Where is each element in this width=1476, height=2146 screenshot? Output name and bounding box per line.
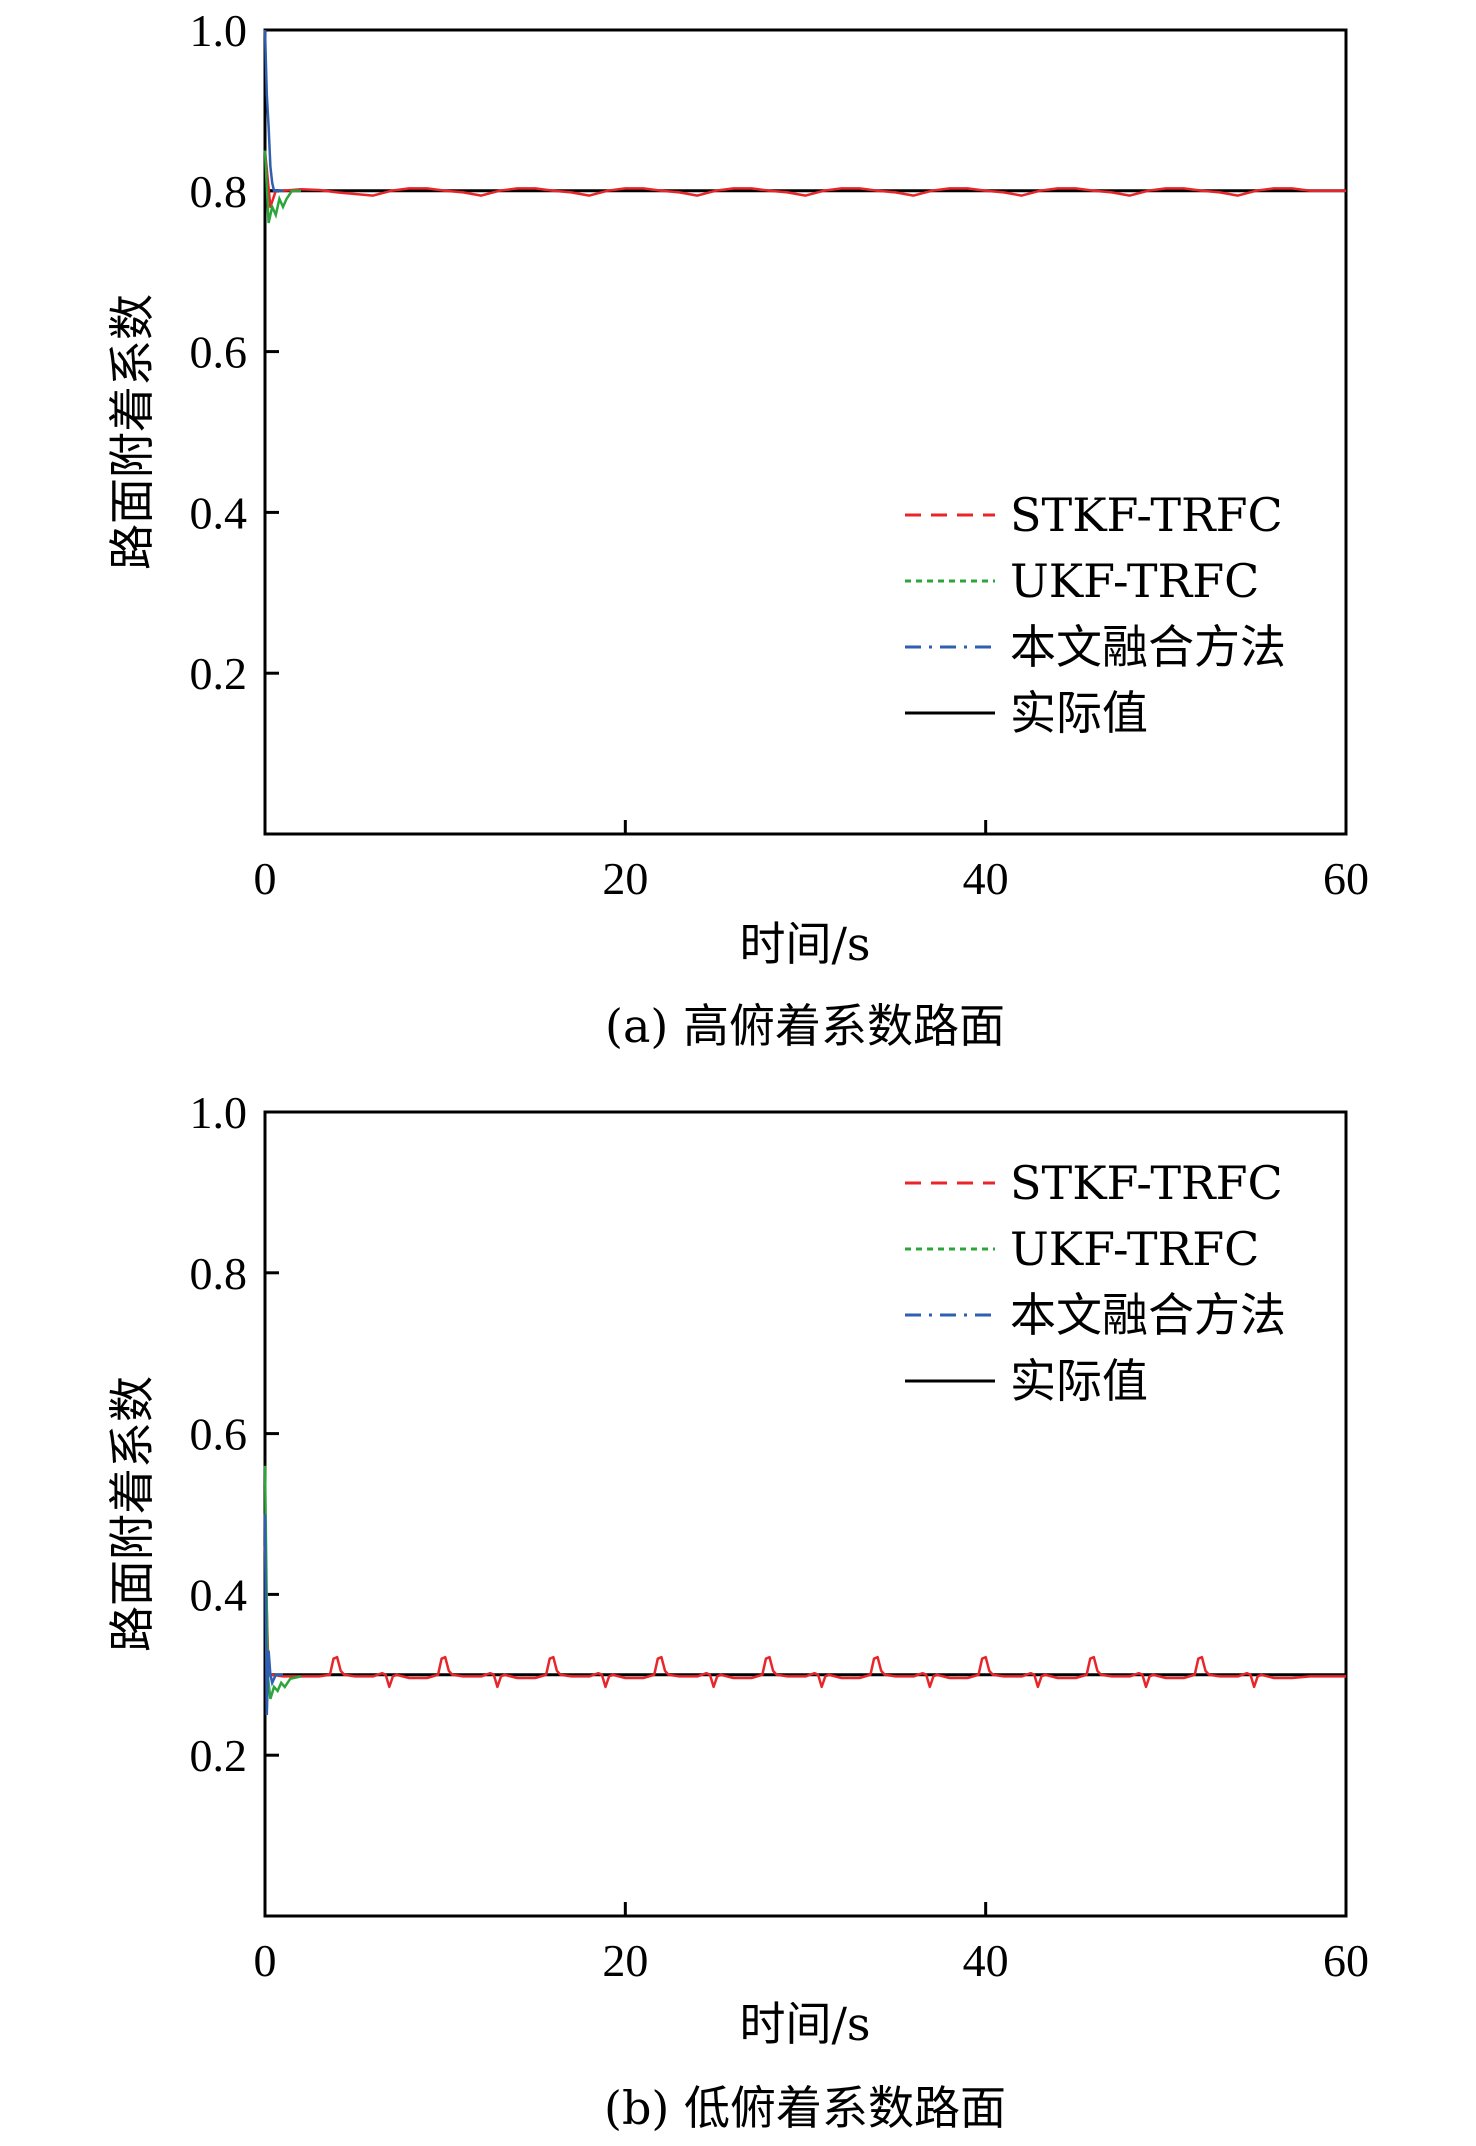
x-ticks: 0 20 40 60 <box>254 1902 1369 1986</box>
y-axis-title: 路面附着系数 <box>105 1376 159 1652</box>
y-tick-label: 0.2 <box>190 1730 248 1781</box>
legend-label: UKF-TRFC <box>1010 1222 1259 1276</box>
x-tick-label: 0 <box>254 853 277 904</box>
series-line-0 <box>263 150 1346 209</box>
x-tick-label: 20 <box>602 853 648 904</box>
legend-label: 本文融合方法 <box>1010 620 1286 674</box>
y-tick-label: 0.8 <box>190 166 248 217</box>
plot-frame <box>263 28 1348 836</box>
legend-label: 实际值 <box>1010 686 1148 740</box>
caption-b: (b) 低俯着系数路面 <box>604 2081 1006 2135</box>
legend-label: STKF-TRFC <box>1010 1156 1283 1210</box>
x-tick-label: 20 <box>602 1935 648 1986</box>
legend-label: 本文融合方法 <box>1010 1288 1286 1342</box>
x-tick-label: 40 <box>963 1935 1009 1986</box>
legend-label: 实际值 <box>1010 1354 1148 1408</box>
y-tick-label: 1.0 <box>190 1087 248 1138</box>
y-tick-label: 0.8 <box>190 1248 248 1299</box>
x-ticks: 0 20 40 60 <box>254 820 1369 904</box>
series-lines <box>263 1465 1346 1716</box>
y-tick-label: 0.4 <box>190 487 248 538</box>
y-tick-label: 0.4 <box>190 1569 248 1620</box>
y-axis-title: 路面附着系数 <box>105 294 159 570</box>
caption-a: (a) 高俯着系数路面 <box>605 999 1005 1053</box>
x-axis-title: 时间/s <box>739 917 870 971</box>
legend-label: STKF-TRFC <box>1010 488 1283 542</box>
series-lines <box>263 29 1346 224</box>
y-tick-label: 0.6 <box>190 327 248 378</box>
y-tick-label: 1.0 <box>190 5 248 56</box>
legend-label: UKF-TRFC <box>1010 554 1259 608</box>
y-ticks: 0.2 0.4 0.6 0.8 1.0 <box>190 1087 279 1781</box>
chart-panel-a: 0.2 0.4 0.6 0.8 1.0 0 20 40 60 路面附着系数 时间/s (a) … <box>105 5 1369 1053</box>
x-tick-label: 60 <box>1323 1935 1369 1986</box>
series-line-0 <box>263 1546 1346 1689</box>
y-tick-label: 0.6 <box>190 1409 248 1460</box>
x-tick-label: 0 <box>254 1935 277 1986</box>
y-tick-label: 0.2 <box>190 648 248 699</box>
series-line-2 <box>263 1513 283 1716</box>
chart-panel-b: 0.2 0.4 0.6 0.8 1.0 0 20 40 60 路面附着系数 时间/s (b) … <box>105 1087 1369 2135</box>
x-tick-label: 60 <box>1323 853 1369 904</box>
series-line-1 <box>263 150 301 224</box>
x-axis-title: 时间/s <box>739 1997 870 2051</box>
x-tick-label: 40 <box>963 853 1009 904</box>
series-line-2 <box>263 29 283 193</box>
